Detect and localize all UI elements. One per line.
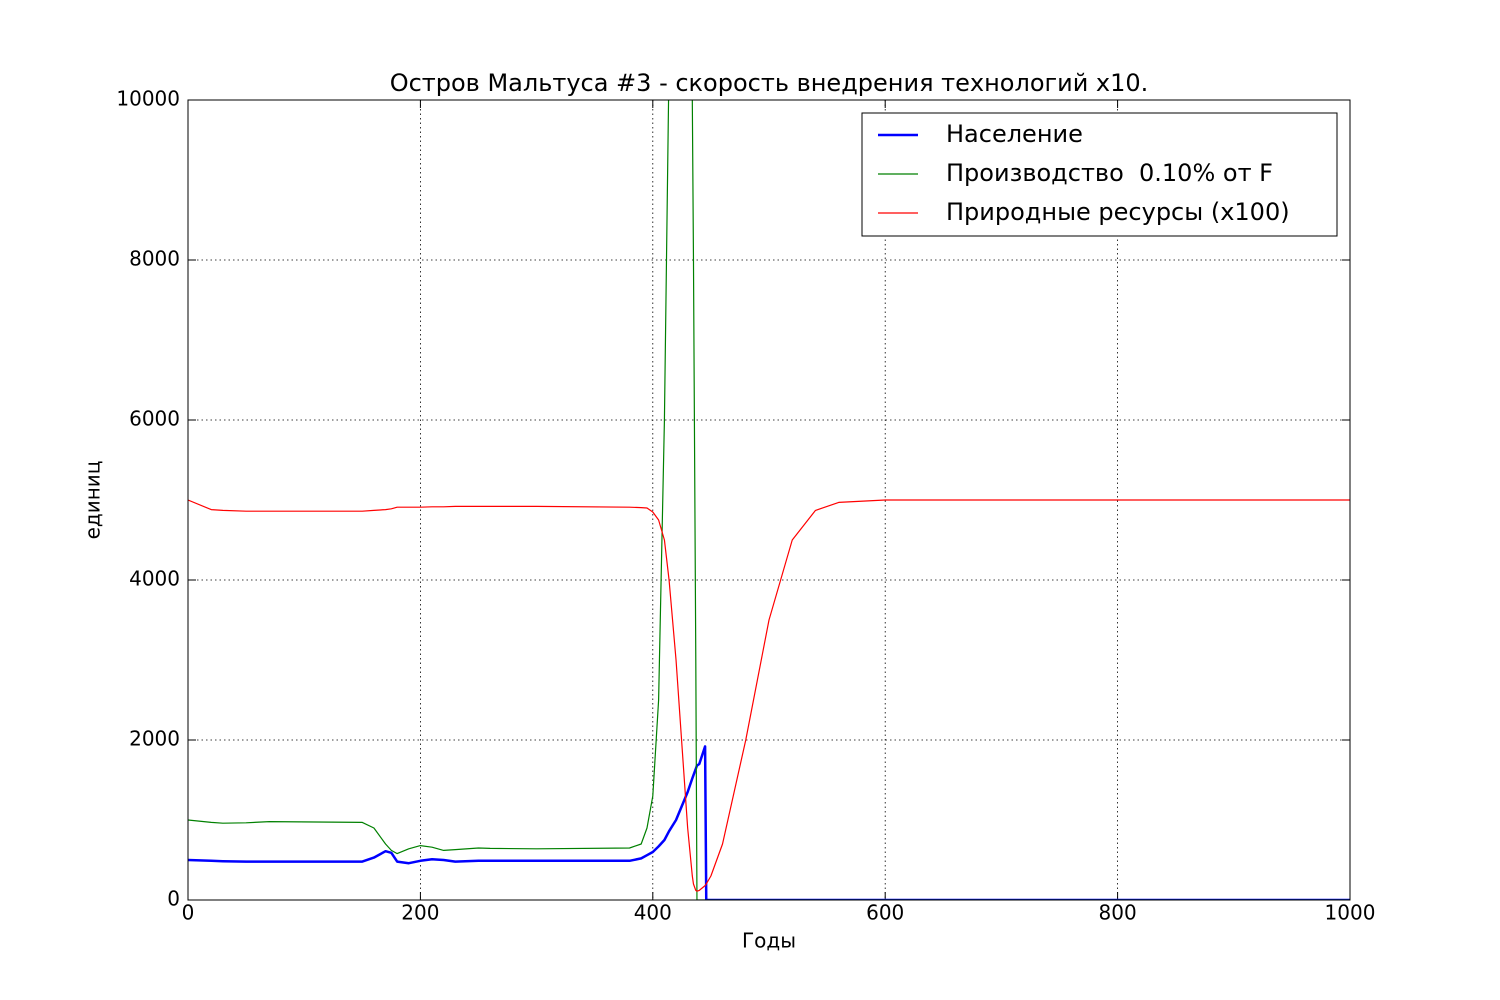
legend-label: Производство 0.10% от F (946, 159, 1273, 187)
y-tick-label: 10000 (116, 87, 180, 111)
plot-area (188, 100, 1350, 900)
legend-label: Население (946, 120, 1083, 148)
legend: Население Производство 0.10% от F Природны… (861, 112, 1338, 237)
series-line (188, 745, 1350, 900)
y-tick-label: 0 (167, 887, 180, 911)
x-tick-label: 600 (866, 901, 904, 925)
y-tick-label: 4000 (129, 567, 180, 591)
x-axis-label: Годы (742, 929, 796, 953)
x-tick-label: 800 (1099, 901, 1137, 925)
y-tick-label: 6000 (129, 407, 180, 431)
chart-title: Остров Мальтуса #3 - скорость внедрения … (390, 69, 1149, 97)
y-tick-label: 8000 (129, 247, 180, 271)
legend-label: Природные ресурсы (x100) (946, 198, 1290, 226)
x-tick-label: 400 (634, 901, 672, 925)
series-line (188, 100, 1350, 900)
axes-frame (187, 99, 1351, 901)
legend-box (861, 112, 1338, 237)
y-axis-label: единиц (81, 461, 105, 540)
series-line (188, 499, 1350, 892)
x-tick-label: 1000 (1325, 901, 1376, 925)
x-tick-label: 200 (401, 901, 439, 925)
y-tick-label: 2000 (129, 727, 180, 751)
x-tick-label: 0 (182, 901, 195, 925)
